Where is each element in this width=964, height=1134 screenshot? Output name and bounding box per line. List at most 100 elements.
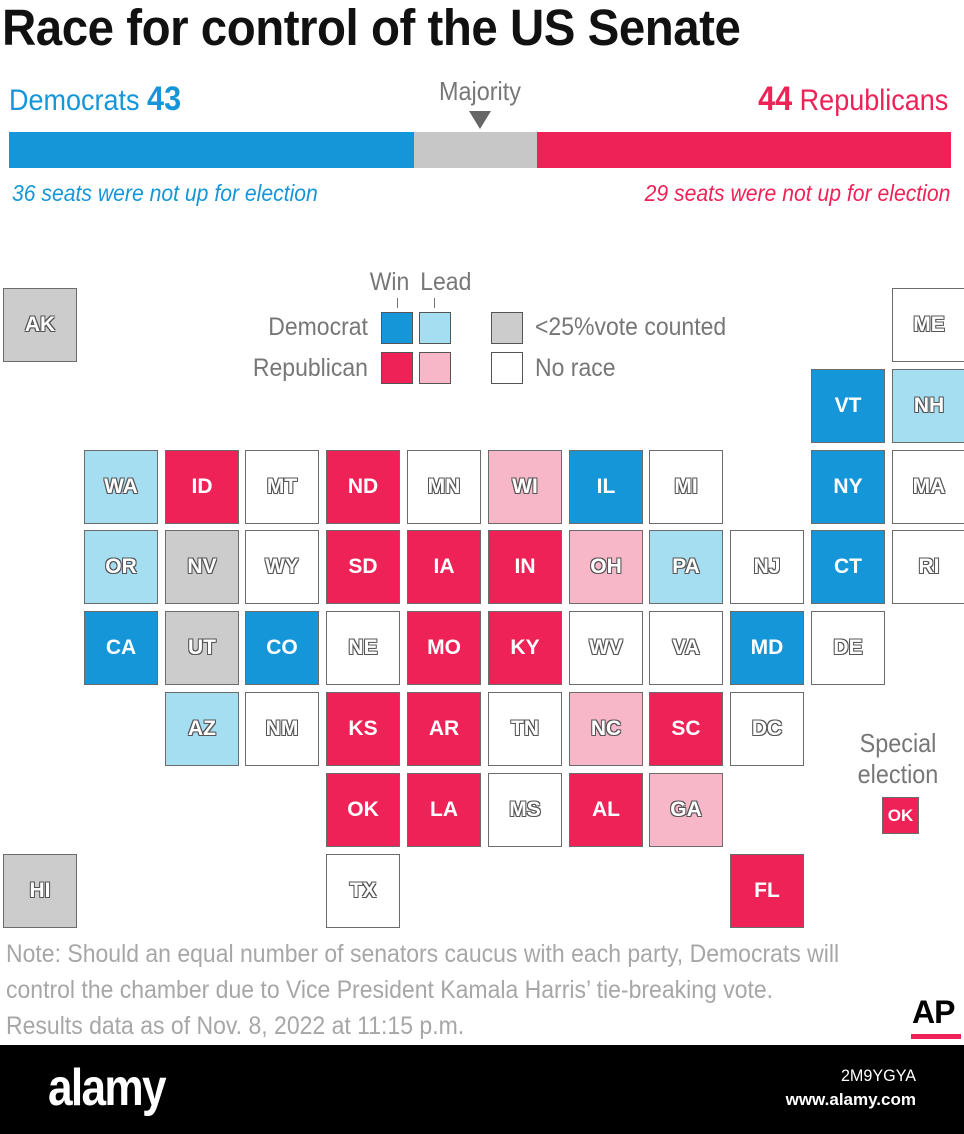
state-tile-sc: SC — [649, 692, 723, 766]
state-tile-label: TN — [511, 717, 539, 740]
state-tile-ms: MS — [488, 773, 562, 847]
state-tile-label: MT — [266, 475, 298, 498]
state-tile-ne: NE — [326, 611, 400, 685]
legend-no-race-label: No race — [535, 354, 616, 382]
legend-republican-label: Republican — [252, 354, 368, 382]
legend-democrat-label: Democrat — [268, 313, 368, 341]
stock-image-id: 2M9YGYA — [840, 1066, 916, 1085]
state-tile-label: TX — [349, 879, 377, 902]
state-tile-tn: TN — [488, 692, 562, 766]
stock-url: www.alamy.com — [785, 1090, 916, 1109]
state-tile-label: IA — [433, 555, 455, 578]
state-tile-ma: MA — [892, 450, 964, 524]
footer-note-line2: control the chamber due to Vice Presiden… — [6, 976, 774, 1004]
state-tile-label: AK — [24, 313, 56, 336]
state-tile-ks: KS — [326, 692, 400, 766]
state-tile-label: WY — [265, 555, 299, 578]
state-tile-la: LA — [407, 773, 481, 847]
state-tile-pa: PA — [649, 530, 723, 604]
state-tile-vt: VT — [811, 369, 885, 443]
state-tile-label: SC — [671, 717, 701, 740]
state-tile-label: GA — [670, 798, 702, 821]
state-tile-ca: CA — [84, 611, 158, 685]
state-tile-ia: IA — [407, 530, 481, 604]
state-tile-ct: CT — [811, 530, 885, 604]
state-tile-in: IN — [488, 530, 562, 604]
democrats-header: Democrats 43 — [9, 80, 181, 119]
state-tile-label: IL — [596, 475, 616, 498]
state-tile-label: FL — [754, 879, 780, 902]
state-tile-label: UT — [188, 636, 216, 659]
state-tile-label: WI — [512, 475, 538, 498]
state-tile-mi: MI — [649, 450, 723, 524]
legend-under-25-label: <25%vote counted — [535, 313, 727, 341]
state-tile-wa: WA — [84, 450, 158, 524]
state-tile-label: ND — [347, 475, 379, 498]
state-tile-label: VT — [834, 394, 862, 417]
state-tile-ak: AK — [3, 288, 77, 362]
republicans-not-up-note: 29 seats were not up for election — [644, 180, 950, 206]
state-tile-de: DE — [811, 611, 885, 685]
state-tile-nh: NH — [892, 369, 964, 443]
state-tile-nm: NM — [245, 692, 319, 766]
state-tile-fl: FL — [730, 854, 804, 928]
legend-win-label: Win — [369, 268, 410, 296]
state-tile-label: MI — [674, 475, 698, 498]
legend-win-tick — [397, 298, 398, 308]
republicans-count: 44 — [757, 80, 792, 118]
democrats-not-up-note: 36 seats were not up for election — [12, 180, 318, 206]
state-tile-label: MD — [750, 636, 784, 659]
state-tile-oh: OH — [569, 530, 643, 604]
legend-lead-tick — [434, 298, 435, 308]
state-tile-label: DC — [751, 717, 783, 740]
republicans-header: 44 Republicans — [758, 80, 948, 119]
legend-lead-label: Lead — [420, 268, 472, 296]
state-tile-md: MD — [730, 611, 804, 685]
state-tile-label: WV — [589, 636, 623, 659]
state-tile-label: CT — [834, 555, 862, 578]
footer-note-line1: Note: Should an equal number of senators… — [6, 940, 840, 968]
legend-democrat-win-swatch — [381, 312, 413, 344]
state-tile-label: NE — [348, 636, 378, 659]
state-tile-nd: ND — [326, 450, 400, 524]
state-tile-ny: NY — [811, 450, 885, 524]
state-tile-label: RI — [918, 555, 940, 578]
legend-under-25-swatch — [491, 312, 523, 344]
republicans-label: Republicans — [799, 84, 948, 117]
state-tile-label: ME — [913, 313, 945, 336]
legend-republican-win-swatch — [381, 352, 413, 384]
alamy-logo: alamy — [48, 1059, 167, 1117]
special-election-label-line2: election — [857, 759, 939, 789]
state-tile-mt: MT — [245, 450, 319, 524]
legend-democrat-lead-swatch — [419, 312, 451, 344]
state-tile-label: MS — [509, 798, 541, 821]
state-tile-label: IN — [514, 555, 536, 578]
democrats-count: 43 — [147, 80, 182, 118]
state-tile-label: NY — [833, 475, 863, 498]
state-tile-nc: NC — [569, 692, 643, 766]
state-tile-ok: OK — [326, 773, 400, 847]
state-tile-label: WA — [104, 475, 138, 498]
state-tile-nj: NJ — [730, 530, 804, 604]
ap-logo-underline — [911, 1034, 961, 1039]
state-tile-label: OH — [590, 555, 622, 578]
state-tile-label: OK — [347, 798, 379, 821]
state-tile-label: NM — [265, 717, 299, 740]
state-tile-va: VA — [649, 611, 723, 685]
footer-note: Note: Should an equal number of senators… — [6, 936, 839, 1044]
state-tile-label: AL — [592, 798, 620, 821]
state-tile-wv: WV — [569, 611, 643, 685]
state-tile-al: AL — [569, 773, 643, 847]
state-tile-nv: NV — [165, 530, 239, 604]
state-tile-ut: UT — [165, 611, 239, 685]
state-tile-label: NH — [913, 394, 945, 417]
state-tile-label: AZ — [188, 717, 216, 740]
majority-arrow-icon — [469, 111, 491, 129]
state-tile-label: CA — [105, 636, 137, 659]
state-tile-label: OR — [105, 555, 137, 578]
state-tile-hi: HI — [3, 854, 77, 928]
ap-logo: AP — [912, 994, 955, 1030]
state-tile-ky: KY — [488, 611, 562, 685]
state-tile-or: OR — [84, 530, 158, 604]
state-tile-mo: MO — [407, 611, 481, 685]
